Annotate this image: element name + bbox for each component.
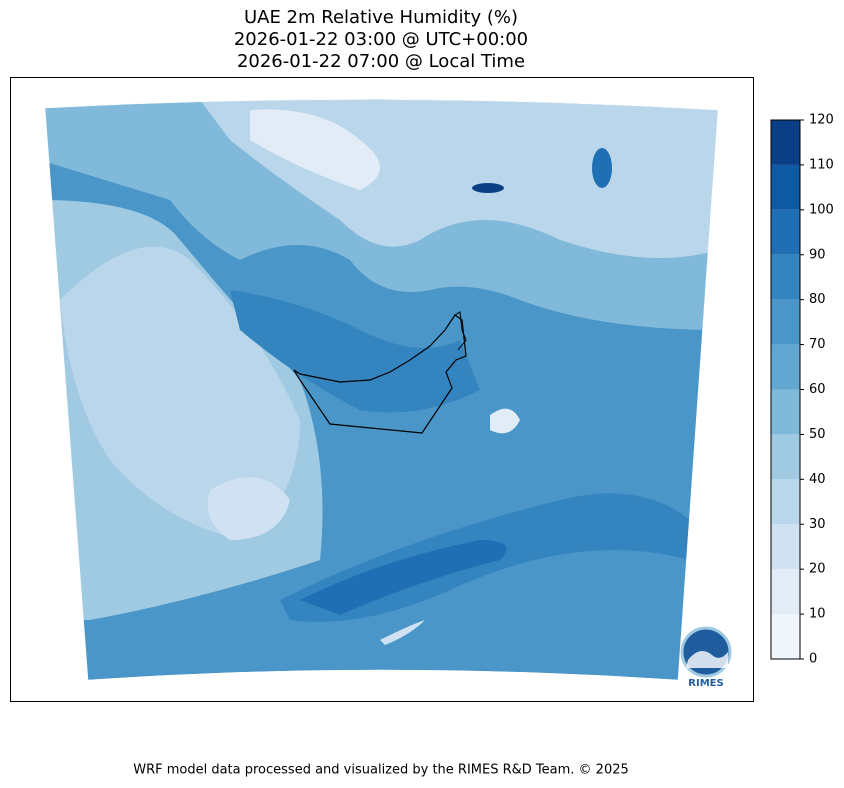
colorbar-bin bbox=[771, 434, 800, 480]
domain-edge bbox=[44, 99, 719, 681]
colorbar-tick-label: 60 bbox=[809, 382, 826, 397]
colorbar-bin bbox=[771, 524, 800, 570]
colorbar-bin bbox=[771, 569, 800, 615]
field bbox=[230, 290, 480, 413]
colorbar-bin bbox=[771, 254, 800, 300]
title-line: UAE 2m Relative Humidity (%) bbox=[244, 7, 518, 28]
colorbar-bin bbox=[771, 389, 800, 435]
logo-wave bbox=[686, 651, 728, 668]
footer-credit: WRF model data processed and visualized … bbox=[133, 763, 629, 778]
colorbar-tick-label: 110 bbox=[809, 157, 834, 172]
colorbar: 0 10 20 30 40 50 60 70 80 90 100 110 120 bbox=[770, 113, 834, 667]
colorbar-tick-label: 120 bbox=[809, 113, 834, 128]
colorbar-bin bbox=[771, 164, 800, 210]
colorbar-bin bbox=[771, 299, 800, 345]
field bbox=[490, 408, 520, 434]
colorbar-tick-label: 20 bbox=[809, 562, 826, 577]
map: RIMES bbox=[44, 99, 732, 689]
colorbar-tick-label: 30 bbox=[809, 517, 826, 532]
field bbox=[300, 540, 507, 615]
field bbox=[207, 477, 290, 540]
colorbar-bin bbox=[771, 120, 800, 165]
map-frame bbox=[10, 77, 754, 702]
colorbar-bin bbox=[771, 479, 800, 525]
field bbox=[592, 148, 612, 188]
field bbox=[380, 620, 425, 645]
field bbox=[250, 109, 380, 190]
colorbar-bin bbox=[771, 344, 800, 390]
logo: RIMES bbox=[680, 626, 732, 689]
title-line: 2026-01-22 03:00 @ UTC+00:00 bbox=[234, 29, 528, 50]
title-line: 2026-01-22 07:00 @ Local Time bbox=[237, 51, 525, 72]
colorbar-bin bbox=[771, 614, 800, 659]
colorbar-tick-label: 100 bbox=[809, 202, 834, 217]
field bbox=[472, 183, 504, 193]
colorbar-tick-label: 90 bbox=[809, 247, 826, 262]
colorbar-tick-label: 50 bbox=[809, 427, 826, 442]
colorbar-tick-label: 80 bbox=[809, 292, 826, 307]
colorbar-tick-label: 70 bbox=[809, 337, 826, 352]
uae-border bbox=[454, 311, 467, 351]
logo-text: RIMES bbox=[688, 678, 723, 689]
colorbar-tick-label: 10 bbox=[809, 607, 826, 622]
colorbar-tick-label: 0 bbox=[809, 652, 817, 667]
colorbar-tick-label: 40 bbox=[809, 472, 826, 487]
colorbar-bin bbox=[771, 209, 800, 255]
